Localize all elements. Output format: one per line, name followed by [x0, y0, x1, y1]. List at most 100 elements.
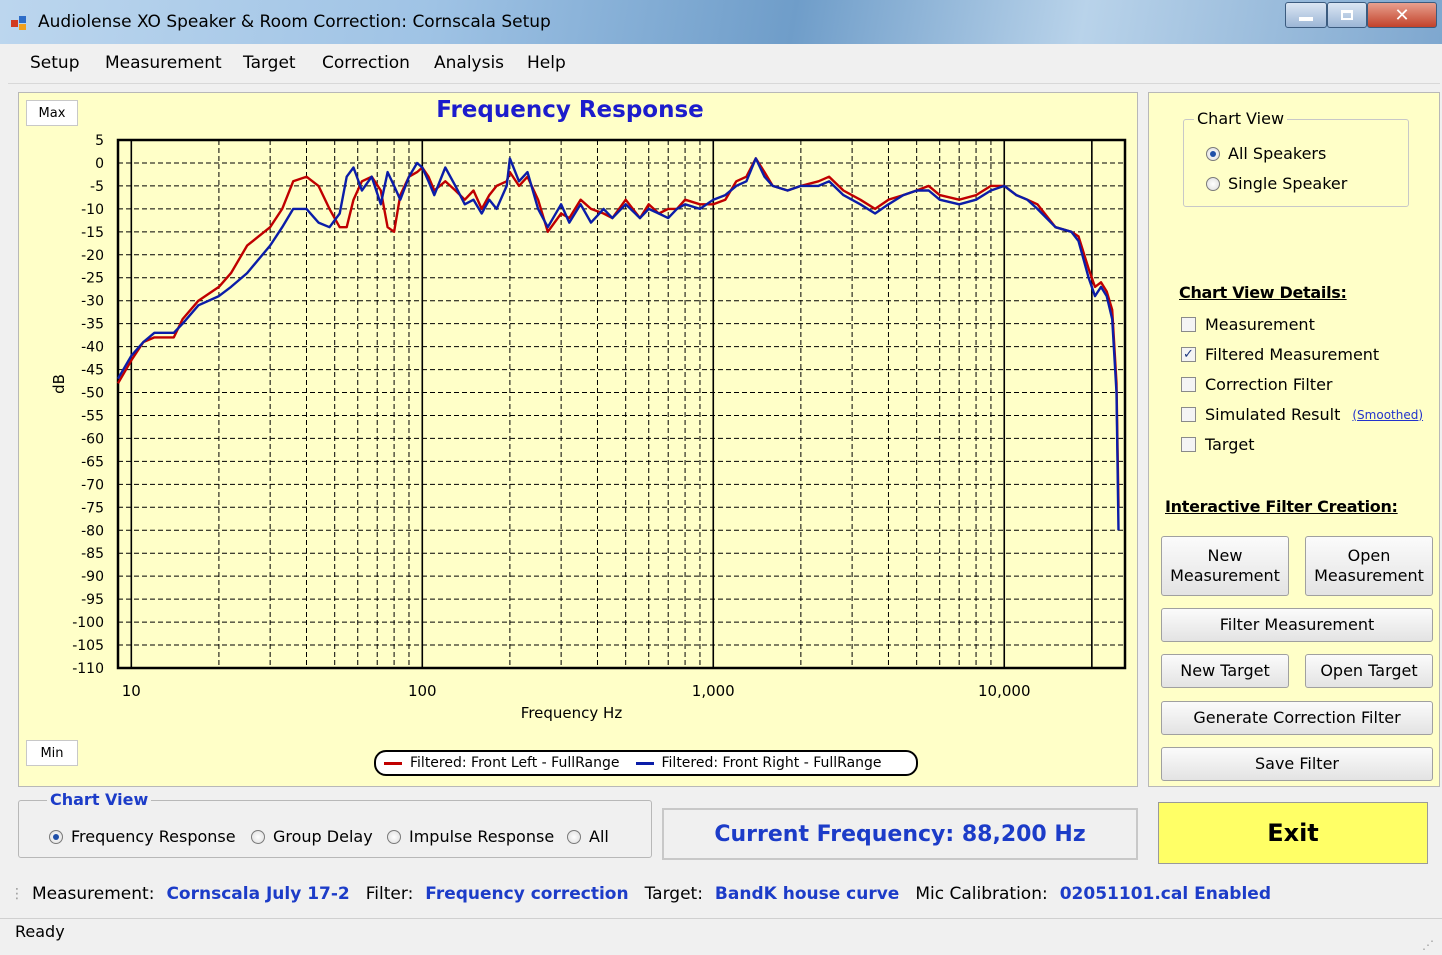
legend-swatch-left: [384, 761, 402, 765]
minimize-icon: [1299, 17, 1313, 21]
menu-analysis[interactable]: Analysis: [434, 53, 505, 73]
menu-measurement[interactable]: Measurement: [105, 53, 222, 73]
y-tick-label: -110: [72, 661, 104, 677]
max-button[interactable]: Max: [26, 100, 78, 126]
new-measurement-label-1: New: [1207, 546, 1243, 565]
y-tick-label: -95: [81, 592, 104, 608]
radio-group-delay-dot: [251, 829, 265, 844]
radio-single-speaker-label: Single Speaker: [1228, 174, 1348, 193]
radio-single-speaker[interactable]: Single Speaker: [1206, 174, 1347, 193]
y-tick-label: -30: [81, 294, 104, 310]
radio-group-delay[interactable]: Group Delay: [251, 827, 373, 846]
frequency-response-chart[interactable]: 5 0 -5 -10 -15 -20 -25 -30 -35 -40 -45 -50 -55 -60 -65…: [18, 92, 1138, 787]
measurement-label: Measurement:: [32, 884, 155, 904]
menu-correction[interactable]: Correction: [322, 53, 410, 73]
new-target-button[interactable]: New Target: [1161, 654, 1289, 688]
window-title: Audiolense XO Speaker & Room Correction:…: [38, 12, 551, 32]
check-measurement[interactable]: Measurement: [1181, 315, 1315, 334]
measurement-value: Cornscala July 17-2: [166, 884, 350, 904]
radio-impulse-response-label: Impulse Response: [409, 827, 555, 846]
check-target[interactable]: Target: [1181, 435, 1255, 454]
title-bar: Audiolense XO Speaker & Room Correction:…: [0, 0, 1442, 44]
open-measurement-label-1: Open: [1347, 546, 1391, 565]
radio-all-label: All: [589, 827, 609, 846]
radio-all-speakers-label: All Speakers: [1228, 144, 1327, 163]
new-measurement-label-2: Measurement: [1170, 566, 1280, 585]
y-tick-label: -60: [81, 431, 104, 447]
check-target-label: Target: [1205, 435, 1255, 454]
min-button[interactable]: Min: [26, 740, 78, 766]
close-button[interactable]: ✕: [1367, 2, 1437, 28]
y-tick-label: -45: [81, 363, 104, 379]
bottom-chart-view-title: Chart View: [47, 790, 152, 809]
smoothed-link[interactable]: (Smoothed): [1352, 407, 1424, 422]
app-icon: [11, 16, 26, 30]
radio-impulse-response[interactable]: Impulse Response: [387, 827, 554, 846]
y-tick-label: -100: [72, 615, 104, 631]
y-tick-label: -5: [90, 179, 104, 195]
resize-grip-icon[interactable]: ⋰: [1422, 938, 1434, 952]
open-measurement-button[interactable]: Open Measurement: [1305, 536, 1433, 596]
y-tick-label: 5: [95, 133, 104, 149]
y-axis-label: dB: [50, 374, 68, 394]
plot-border: [116, 138, 1127, 670]
chart-view-details-heading: Chart View Details:: [1179, 283, 1347, 302]
check-filtered-measurement-label: Filtered Measurement: [1205, 345, 1380, 364]
radio-all-dot: [567, 829, 581, 844]
legend-label-right: Filtered: Front Right - FullRange: [661, 755, 882, 771]
y-tick-label: -20: [81, 248, 104, 264]
chart-view-group-title: Chart View: [1194, 109, 1288, 128]
chart-title: Frequency Response: [436, 97, 704, 123]
y-tick-label: -85: [81, 546, 104, 562]
generate-correction-filter-button[interactable]: Generate Correction Filter: [1161, 701, 1433, 735]
maximize-button[interactable]: [1327, 2, 1367, 28]
radio-all-speakers[interactable]: All Speakers: [1206, 144, 1326, 163]
check-simulated-result[interactable]: Simulated Result (Smoothed): [1181, 405, 1423, 424]
mic-calibration-value: 02051101.cal Enabled: [1059, 884, 1271, 904]
info-bar: ⋮ Measurement: Cornscala July 17-2 Filte…: [10, 876, 1430, 912]
series-front-left-line: [116, 157, 1120, 508]
check-measurement-label: Measurement: [1205, 315, 1315, 334]
menu-target[interactable]: Target: [243, 53, 296, 73]
close-icon: ✕: [1394, 4, 1410, 26]
right-panel: Chart View All Speakers Single Speaker C…: [1148, 92, 1440, 787]
filter-label: Filter:: [365, 884, 414, 904]
y-tick-label: -15: [81, 225, 104, 241]
maximize-icon: [1341, 10, 1353, 20]
save-filter-button[interactable]: Save Filter: [1161, 747, 1433, 781]
x-tick-label: 10,000: [978, 682, 1031, 700]
grip-icon: ⋮: [10, 886, 24, 902]
y-tick-label: -55: [81, 408, 104, 424]
x-tick-label: 1,000: [692, 682, 735, 700]
check-correction-filter-label: Correction Filter: [1205, 375, 1333, 394]
radio-all[interactable]: All: [567, 827, 609, 846]
series-front-right-line: [116, 157, 1120, 531]
check-filtered-measurement[interactable]: ✓ Filtered Measurement: [1181, 345, 1379, 364]
legend-label-left: Filtered: Front Left - FullRange: [410, 755, 620, 771]
new-measurement-button[interactable]: New Measurement: [1161, 536, 1289, 596]
check-target-box: [1181, 437, 1196, 452]
menu-setup[interactable]: Setup: [30, 53, 80, 73]
target-label: Target:: [644, 884, 703, 904]
chart-legend: Filtered: Front Left - FullRange Filtere…: [374, 750, 918, 776]
target-value: BandK house curve: [714, 884, 900, 904]
chart-view-group: Chart View All Speakers Single Speaker: [1183, 109, 1409, 207]
filter-measurement-button[interactable]: Filter Measurement: [1161, 608, 1433, 642]
y-tick-label: -40: [81, 340, 104, 356]
y-tick-label: -90: [81, 569, 104, 585]
current-frequency-display: Current Frequency: 88,200 Hz: [662, 808, 1138, 860]
open-target-button[interactable]: Open Target: [1305, 654, 1433, 688]
minimize-button[interactable]: [1285, 2, 1327, 28]
exit-button[interactable]: Exit: [1158, 802, 1428, 864]
radio-frequency-response[interactable]: Frequency Response: [49, 827, 236, 846]
filter-value: Frequency correction: [425, 884, 629, 904]
y-tick-label: -70: [81, 477, 104, 493]
y-tick-label: -105: [72, 638, 104, 654]
menu-help[interactable]: Help: [527, 53, 566, 73]
y-tick-label: -25: [81, 271, 104, 287]
check-correction-filter[interactable]: Correction Filter: [1181, 375, 1332, 394]
radio-frequency-response-label: Frequency Response: [71, 827, 236, 846]
open-measurement-label-2: Measurement: [1314, 566, 1424, 585]
status-text: Ready: [15, 922, 65, 941]
